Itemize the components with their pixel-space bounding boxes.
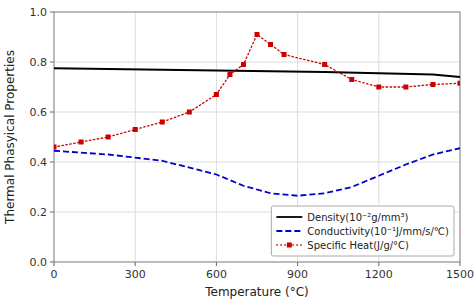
grid-line <box>54 112 460 113</box>
marker <box>268 42 273 47</box>
tick-label: 0.2 <box>30 206 48 219</box>
legend-swatch <box>276 216 302 218</box>
legend-label: Conductivity(10⁻¹J/mm/s/℃) <box>307 226 449 237</box>
legend: Density(10⁻²g/mm³) Conductivity(10⁻¹J/mm/… <box>271 206 454 256</box>
marker <box>106 135 111 140</box>
tick-mark <box>297 262 298 266</box>
tick-mark <box>216 262 217 266</box>
legend-swatch <box>276 230 302 232</box>
background <box>0 0 474 304</box>
tick-label: 300 <box>125 268 146 281</box>
marker <box>403 85 408 90</box>
tick-mark <box>378 262 379 266</box>
legend-label: Specific Heat(J/g/°C) <box>307 240 409 251</box>
grid-line <box>54 162 460 163</box>
tick-label: 0.8 <box>30 56 48 69</box>
tick-mark <box>50 162 54 163</box>
plot-frame <box>54 12 460 262</box>
tick-label: 900 <box>287 268 308 281</box>
marker <box>187 110 192 115</box>
tick-mark <box>135 262 136 266</box>
legend-swatch <box>287 243 292 248</box>
y-axis-label: Thermal Phasyical Properties <box>3 50 17 225</box>
marker <box>376 85 381 90</box>
grid-line <box>54 62 460 63</box>
plot-area <box>54 32 460 196</box>
legend-box <box>271 206 454 256</box>
tick-label: 1.0 <box>30 6 48 19</box>
grid <box>54 12 460 262</box>
marker <box>255 32 260 37</box>
grid-line <box>135 12 136 262</box>
marker <box>133 127 138 132</box>
marker <box>54 145 57 150</box>
tick-mark <box>50 112 54 113</box>
series-line <box>54 148 460 196</box>
tick-mark <box>50 212 54 213</box>
tick-label: 0 <box>51 268 58 281</box>
chart: 0 300 600 900 1200 1500 0.0 0.2 0.4 0.6 0.8 1.0 Temp… <box>0 0 474 304</box>
axes: 0 300 600 900 1200 1500 0.0 0.2 0.4 0.6 0.8 1.0 <box>30 6 474 281</box>
tick-label: 0.6 <box>30 106 48 119</box>
series-line <box>54 68 460 77</box>
tick-mark <box>50 262 54 263</box>
marker <box>160 120 165 125</box>
legend-label: Density(10⁻²g/mm³) <box>307 212 408 223</box>
tick-mark <box>54 262 55 266</box>
tick-label: 1500 <box>446 268 474 281</box>
marker <box>282 52 287 57</box>
tick-label: 0.0 <box>30 256 48 269</box>
marker <box>322 62 327 67</box>
marker <box>458 81 461 86</box>
marker <box>349 77 354 82</box>
tick-mark <box>50 12 54 13</box>
marker <box>79 140 84 145</box>
grid-line <box>216 12 217 262</box>
marker <box>214 92 219 97</box>
tick-label: 1200 <box>365 268 393 281</box>
series-line <box>54 35 460 148</box>
x-axis-label: Temperature (°C) <box>204 285 309 299</box>
tick-mark <box>50 62 54 63</box>
marker <box>227 72 232 77</box>
tick-mark <box>460 262 461 266</box>
tick-label: 0.4 <box>30 156 48 169</box>
marker <box>430 82 435 87</box>
marker <box>241 62 246 67</box>
tick-label: 600 <box>206 268 227 281</box>
